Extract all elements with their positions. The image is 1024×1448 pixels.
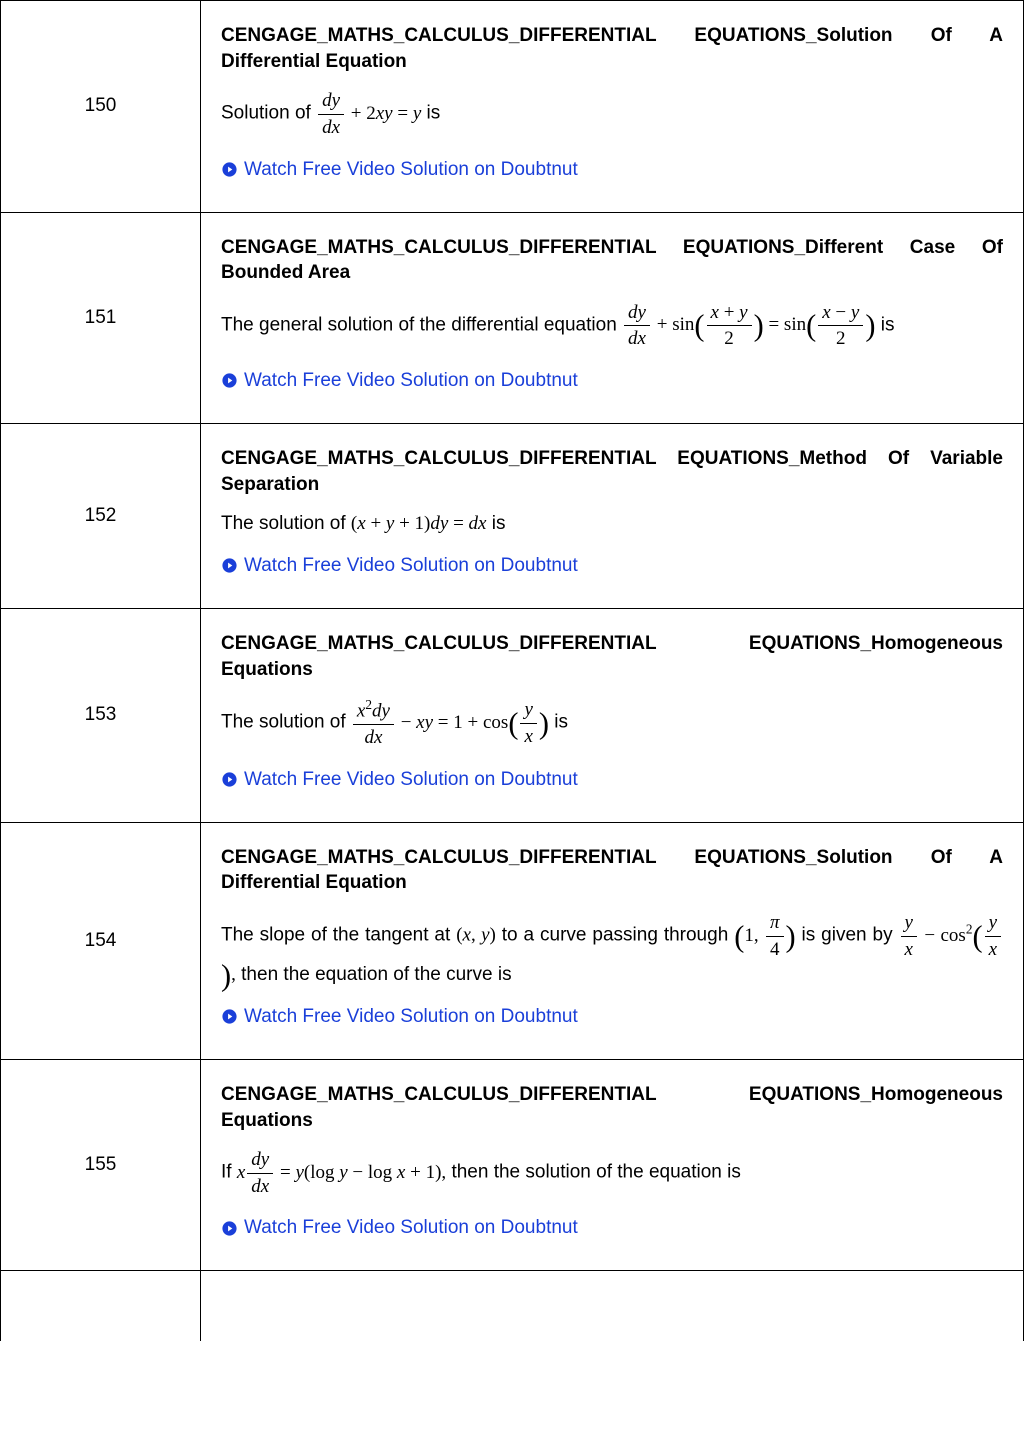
question-number: 154 (1, 822, 201, 1059)
question-suffix: then the solution of the equation is (451, 1162, 740, 1183)
math-expression: xdydx = y(log y − log x + 1), (237, 1162, 446, 1183)
math-expression: (x, y) (456, 925, 496, 946)
play-icon (221, 372, 238, 389)
question-content: CENGAGE_MATHS_CALCULUS_DIFFERENTIAL EQUA… (201, 424, 1024, 609)
link-label: Watch Free Video Solution on Doubtnut (244, 157, 578, 183)
topic-title: CENGAGE_MATHS_CALCULUS_DIFFERENTIAL EQUA… (221, 23, 1003, 74)
table-row (1, 1271, 1024, 1341)
play-icon (221, 557, 238, 574)
play-icon (221, 1008, 238, 1025)
link-label: Watch Free Video Solution on Doubtnut (244, 767, 578, 793)
table-row: 152 CENGAGE_MATHS_CALCULUS_DIFFERENTIAL … (1, 424, 1024, 609)
math-expression: (x + y + 1)dy = dx (351, 513, 487, 534)
question-prefix: If (221, 1162, 237, 1183)
math-expression: dydx + sin(x + y2) = sin(x − y2) (622, 314, 875, 335)
question-text: Solution of dydx + 2xy = y is (221, 88, 1003, 140)
watch-video-link[interactable]: Watch Free Video Solution on Doubtnut (221, 767, 578, 793)
question-text: The solution of x2dydx − xy = 1 + cos(yx… (221, 696, 1003, 751)
question-table: 150 CENGAGE_MATHS_CALCULUS_DIFFERENTIAL … (0, 0, 1024, 1341)
question-content: CENGAGE_MATHS_CALCULUS_DIFFERENTIAL EQUA… (201, 822, 1024, 1059)
play-icon (221, 161, 238, 178)
question-suffix: is (486, 513, 505, 534)
question-suffix: is (875, 314, 894, 335)
table-row: 150 CENGAGE_MATHS_CALCULUS_DIFFERENTIAL … (1, 1, 1024, 213)
topic-title: CENGAGE_MATHS_CALCULUS_DIFFERENTIAL EQUA… (221, 446, 1003, 497)
table-row: 151 CENGAGE_MATHS_CALCULUS_DIFFERENTIAL … (1, 212, 1024, 424)
link-label: Watch Free Video Solution on Doubtnut (244, 553, 578, 579)
question-number: 155 (1, 1059, 201, 1271)
topic-title: CENGAGE_MATHS_CALCULUS_DIFFERENTIAL EQUA… (221, 1082, 1003, 1133)
watch-video-link[interactable]: Watch Free Video Solution on Doubtnut (221, 1215, 578, 1241)
question-number: 150 (1, 1, 201, 213)
table-row: 154 CENGAGE_MATHS_CALCULUS_DIFFERENTIAL … (1, 822, 1024, 1059)
question-suffix: then the equation of the curve is (241, 964, 511, 985)
topic-title: CENGAGE_MATHS_CALCULUS_DIFFERENTIAL EQUA… (221, 235, 1003, 286)
question-prefix: The solution of (221, 513, 351, 534)
table-row: 153 CENGAGE_MATHS_CALCULUS_DIFFERENTIAL … (1, 608, 1024, 822)
question-content: CENGAGE_MATHS_CALCULUS_DIFFERENTIAL EQUA… (201, 1059, 1024, 1271)
question-content: CENGAGE_MATHS_CALCULUS_DIFFERENTIAL EQUA… (201, 608, 1024, 822)
link-label: Watch Free Video Solution on Doubtnut (244, 368, 578, 394)
watch-video-link[interactable]: Watch Free Video Solution on Doubtnut (221, 1004, 578, 1030)
question-text: If xdydx = y(log y − log x + 1), then th… (221, 1147, 1003, 1199)
question-prefix: The general solution of the differential… (221, 314, 622, 335)
watch-video-link[interactable]: Watch Free Video Solution on Doubtnut (221, 553, 578, 579)
topic-title: CENGAGE_MATHS_CALCULUS_DIFFERENTIAL EQUA… (221, 845, 1003, 896)
math-expression: (1, π4) (734, 925, 795, 946)
question-number: 153 (1, 608, 201, 822)
math-expression: dydx + 2xy = y (316, 103, 421, 124)
question-text: The solution of (x + y + 1)dy = dx is (221, 511, 1003, 537)
question-number (1, 1271, 201, 1341)
question-mid: is given by (796, 925, 899, 946)
question-content: CENGAGE_MATHS_CALCULUS_DIFFERENTIAL EQUA… (201, 212, 1024, 424)
question-suffix: is (421, 103, 440, 124)
question-prefix: Solution of (221, 103, 316, 124)
play-icon (221, 1220, 238, 1237)
question-text: The general solution of the differential… (221, 300, 1003, 352)
math-expression: x2dydx − xy = 1 + cos(yx) (351, 712, 549, 733)
watch-video-link[interactable]: Watch Free Video Solution on Doubtnut (221, 157, 578, 183)
question-mid: to a curve passing through (496, 925, 734, 946)
question-suffix: is (549, 712, 568, 733)
table-row: 155 CENGAGE_MATHS_CALCULUS_DIFFERENTIAL … (1, 1059, 1024, 1271)
play-icon (221, 771, 238, 788)
topic-title: CENGAGE_MATHS_CALCULUS_DIFFERENTIAL EQUA… (221, 631, 1003, 682)
question-content: CENGAGE_MATHS_CALCULUS_DIFFERENTIAL EQUA… (201, 1, 1024, 213)
question-number: 151 (1, 212, 201, 424)
question-number: 152 (1, 424, 201, 609)
question-prefix: The slope of the tangent at (221, 925, 456, 946)
link-label: Watch Free Video Solution on Doubtnut (244, 1004, 578, 1030)
watch-video-link[interactable]: Watch Free Video Solution on Doubtnut (221, 368, 578, 394)
question-content (201, 1271, 1024, 1341)
question-text: The slope of the tangent at (x, y) to a … (221, 910, 1003, 988)
link-label: Watch Free Video Solution on Doubtnut (244, 1215, 578, 1241)
question-prefix: The solution of (221, 712, 351, 733)
